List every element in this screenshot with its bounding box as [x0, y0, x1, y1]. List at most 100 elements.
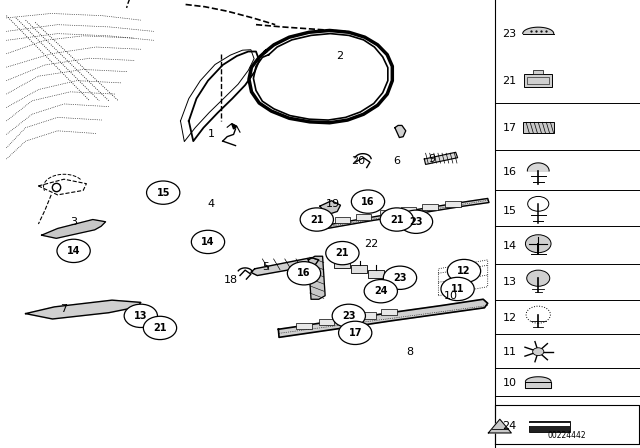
Polygon shape: [251, 258, 319, 276]
Polygon shape: [26, 300, 141, 319]
Bar: [335, 217, 350, 223]
Text: 3: 3: [70, 217, 77, 227]
Text: 16: 16: [502, 168, 516, 177]
Circle shape: [143, 316, 177, 340]
Circle shape: [147, 181, 180, 204]
Polygon shape: [42, 220, 106, 238]
Circle shape: [326, 241, 359, 265]
Polygon shape: [523, 27, 554, 34]
Text: 12: 12: [502, 313, 516, 323]
Bar: [445, 201, 461, 207]
Polygon shape: [232, 124, 237, 129]
Text: 8: 8: [406, 347, 413, 357]
Text: 2: 2: [335, 51, 343, 61]
Text: 12: 12: [457, 266, 471, 276]
Bar: [334, 260, 350, 268]
Circle shape: [380, 208, 413, 231]
Text: 13: 13: [502, 277, 516, 287]
Text: 11: 11: [451, 284, 465, 294]
Circle shape: [447, 259, 481, 283]
Bar: [360, 312, 376, 319]
Bar: [422, 204, 438, 210]
Bar: [380, 210, 395, 216]
Polygon shape: [525, 377, 551, 382]
Circle shape: [399, 210, 433, 233]
Circle shape: [526, 306, 550, 323]
Text: 6: 6: [394, 156, 400, 166]
Bar: [523, 122, 554, 133]
Text: 9: 9: [428, 154, 436, 164]
Bar: [529, 421, 570, 432]
Text: 23: 23: [502, 29, 516, 39]
Text: 13: 13: [134, 311, 148, 321]
Text: 14: 14: [502, 241, 516, 251]
Text: 21: 21: [390, 215, 404, 224]
Bar: [341, 315, 356, 322]
Circle shape: [351, 190, 385, 213]
Circle shape: [339, 321, 372, 345]
Circle shape: [57, 239, 90, 263]
Text: 00224442: 00224442: [547, 431, 586, 440]
Bar: [319, 319, 334, 325]
Bar: [385, 274, 401, 282]
Text: 22: 22: [364, 239, 378, 249]
Polygon shape: [488, 419, 511, 433]
Text: 24: 24: [374, 286, 388, 296]
Bar: [351, 265, 367, 273]
Bar: [356, 214, 371, 220]
Text: 10: 10: [444, 291, 458, 301]
Circle shape: [441, 277, 474, 301]
Text: 21: 21: [335, 248, 349, 258]
Bar: [527, 77, 549, 84]
Text: 15: 15: [156, 188, 170, 198]
Text: 14: 14: [67, 246, 81, 256]
Polygon shape: [278, 299, 488, 337]
Text: 1: 1: [208, 129, 214, 139]
Text: 21: 21: [153, 323, 167, 333]
Circle shape: [528, 196, 548, 211]
Text: 14: 14: [201, 237, 215, 247]
Circle shape: [383, 266, 417, 289]
Text: 18: 18: [223, 275, 237, 285]
Text: 7: 7: [60, 304, 68, 314]
Circle shape: [300, 208, 333, 231]
Bar: [529, 423, 570, 426]
Text: 24: 24: [502, 422, 516, 431]
Circle shape: [287, 262, 321, 285]
Circle shape: [332, 304, 365, 327]
Circle shape: [527, 270, 550, 286]
Text: 10: 10: [502, 378, 516, 388]
Circle shape: [364, 280, 397, 303]
Polygon shape: [424, 152, 458, 164]
Polygon shape: [395, 125, 406, 138]
Text: 23: 23: [393, 273, 407, 283]
Text: 15: 15: [502, 206, 516, 215]
Text: 17: 17: [502, 123, 516, 133]
Text: 23: 23: [342, 311, 356, 321]
Text: 5: 5: [262, 262, 269, 271]
Polygon shape: [525, 382, 551, 388]
Bar: [296, 323, 312, 329]
Text: 21: 21: [502, 76, 516, 86]
Text: 17: 17: [348, 328, 362, 338]
Text: 23: 23: [409, 217, 423, 227]
Bar: [401, 207, 416, 213]
Polygon shape: [320, 201, 340, 215]
Circle shape: [124, 304, 157, 327]
Circle shape: [191, 230, 225, 254]
Polygon shape: [527, 163, 549, 171]
Text: 11: 11: [502, 347, 516, 357]
Text: 20: 20: [351, 156, 365, 166]
Text: 19: 19: [326, 199, 340, 209]
Circle shape: [525, 235, 551, 253]
Text: 16: 16: [361, 197, 375, 207]
Text: 21: 21: [310, 215, 324, 224]
Circle shape: [532, 348, 544, 356]
Polygon shape: [320, 198, 489, 229]
Bar: [524, 74, 552, 87]
Polygon shape: [308, 256, 325, 299]
Bar: [368, 270, 384, 278]
Bar: [381, 309, 397, 315]
Text: 16: 16: [297, 268, 311, 278]
Bar: [533, 70, 543, 74]
